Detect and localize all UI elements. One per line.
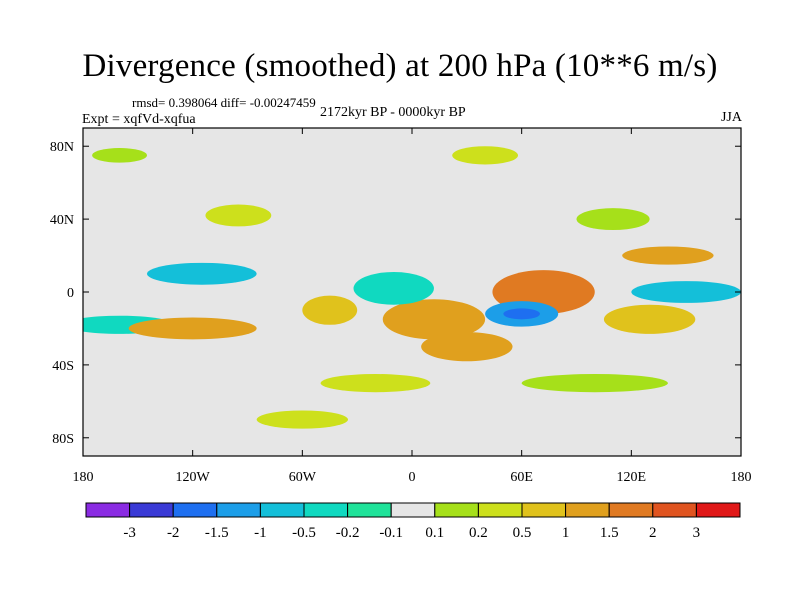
- colorbar-label-0: -3: [123, 525, 136, 541]
- anomaly-region-16: [205, 204, 272, 227]
- x-tick-label-0: 180: [73, 470, 94, 485]
- x-tick-label-1: 120W: [176, 470, 211, 485]
- anomaly-region-18: [92, 148, 147, 163]
- y-tick-label-4: 80S: [52, 432, 74, 447]
- colorbar-box-9: [477, 502, 523, 518]
- axes: 180 120W 60W 0 60E 120E 180 80N 40N 0 40S 80S: [50, 128, 752, 485]
- colorbar-label-13: 3: [693, 525, 701, 541]
- colorbar-label-3: -1: [254, 525, 267, 541]
- colorbar-box-2: [172, 502, 218, 518]
- colorbar-label-5: -0.2: [336, 525, 360, 541]
- x-tick-label-6: 180: [731, 470, 752, 485]
- colorbar-label-1: -2: [167, 525, 180, 541]
- period-label: 2172kyr BP - 0000kyr BP: [320, 105, 466, 120]
- season-label: JJA: [720, 110, 742, 125]
- anomaly-region-7: [146, 262, 257, 285]
- anomaly-region-11: [603, 304, 696, 334]
- y-tick-label-2: 0: [67, 286, 74, 301]
- colorbar-box-0: [85, 502, 131, 518]
- colorbar-label-9: 0.5: [513, 525, 532, 541]
- colorbar-box-10: [521, 502, 567, 518]
- colorbar-label-12: 2: [649, 525, 657, 541]
- anomaly-region-12: [421, 332, 513, 362]
- x-tick-label-5: 120E: [617, 470, 647, 485]
- x-tick-label-2: 60W: [289, 470, 317, 485]
- anomaly-region-15: [452, 146, 519, 165]
- colorbar-box-12: [608, 502, 654, 518]
- colorbar-box-3: [216, 502, 261, 518]
- y-tick-label-1: 40N: [50, 213, 74, 228]
- experiment-label: Expt = xqfVd-xqfua: [82, 112, 196, 127]
- colorbar-label-4: -0.5: [292, 525, 316, 541]
- colorbar-label-8: 0.2: [469, 525, 488, 541]
- colorbar: -3 -2 -1.5 -1 -0.5 -0.2 -0.1 0.1 0.2 0.5 1 1.5 2 3: [85, 502, 741, 541]
- anomaly-region-20: [622, 246, 714, 265]
- anomaly-region-5: [353, 271, 434, 305]
- stats-text: rmsd= 0.398064 diff= -0.00247459: [132, 95, 316, 110]
- anomaly-region-19: [256, 410, 349, 429]
- colorbar-label-2: -1.5: [205, 525, 229, 541]
- x-tick-label-3: 0: [409, 470, 416, 485]
- anomaly-region-3: [503, 308, 540, 320]
- colorbar-box-6: [347, 502, 392, 518]
- anomaly-region-10: [631, 281, 741, 303]
- colorbar-box-1: [129, 502, 174, 518]
- anomaly-region-9: [128, 317, 257, 340]
- anomaly-region-14: [521, 374, 668, 393]
- x-tick-label-4: 60E: [510, 470, 533, 485]
- colorbar-box-4: [259, 502, 305, 518]
- colorbar-box-13: [652, 502, 697, 518]
- anomaly-region-4: [382, 299, 486, 340]
- colorbar-box-14: [695, 502, 741, 518]
- y-tick-label-0: 80N: [50, 140, 74, 155]
- colorbar-box-5: [303, 502, 349, 518]
- anomaly-region-6: [302, 295, 358, 325]
- map-area: [82, 127, 742, 457]
- colorbar-label-6: -0.1: [379, 525, 403, 541]
- anomaly-region-17: [576, 208, 650, 231]
- colorbar-box-11: [565, 502, 610, 518]
- colorbar-label-10: 1: [562, 525, 570, 541]
- colorbar-box-7: [390, 502, 436, 518]
- anomaly-region-13: [320, 374, 431, 393]
- colorbar-label-11: 1.5: [600, 525, 619, 541]
- colorbar-label-7: 0.1: [425, 525, 444, 541]
- chart-title: Divergence (smoothed) at 200 hPa (10**6 …: [82, 48, 718, 84]
- y-tick-label-3: 40S: [52, 359, 74, 374]
- colorbar-box-8: [434, 502, 479, 518]
